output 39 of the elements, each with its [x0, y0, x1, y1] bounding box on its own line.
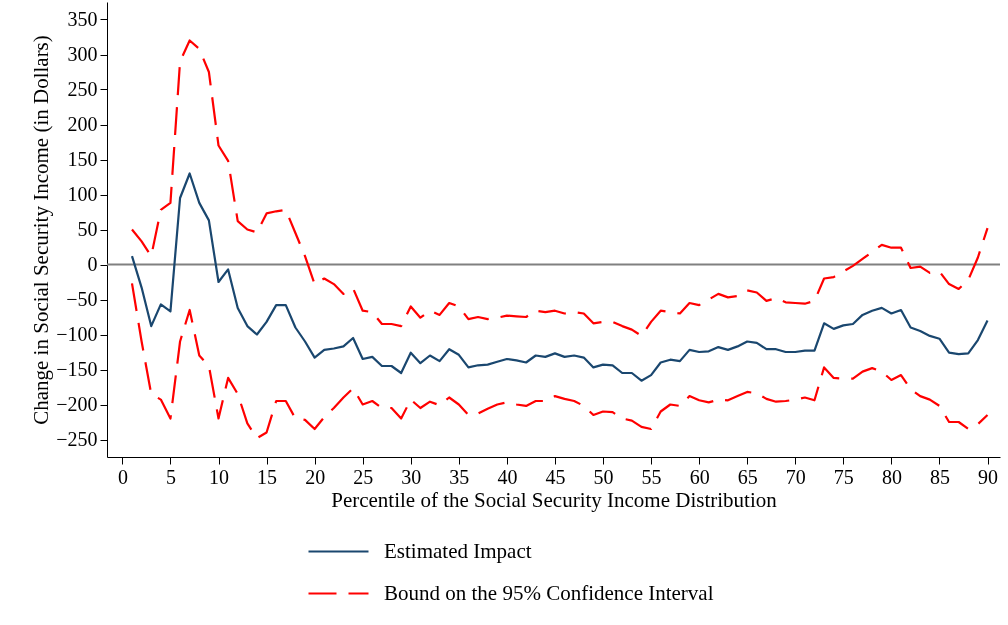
x-tick-label: 30 [401, 465, 422, 488]
y-tick-label: 250 [67, 78, 98, 100]
x-tick-label: 55 [641, 465, 662, 488]
x-tick-label: 70 [785, 465, 806, 488]
x-tick-label: 20 [305, 465, 326, 488]
y-tick-label: 0 [87, 253, 98, 275]
x-tick-label: 35 [449, 465, 470, 488]
y-tick-label: −150 [56, 358, 98, 380]
x-axis-title: Percentile of the Social Security Income Distribution [331, 487, 778, 512]
x-tick-label: 75 [833, 465, 854, 488]
line-series [130, 172, 989, 382]
y-tick-label: 200 [67, 113, 98, 135]
x-tick-label: 15 [257, 465, 278, 488]
y-tick-label: −50 [66, 288, 98, 310]
x-tick-label: 0 [117, 465, 128, 488]
y-tick-label: 300 [67, 43, 98, 65]
x-tick-label: 60 [689, 465, 710, 488]
x-tick-label: 25 [353, 465, 374, 488]
x-tick-label: 5 [165, 465, 176, 488]
y-tick-label: 100 [67, 183, 98, 205]
x-tick-label: 90 [978, 465, 998, 488]
legend-label: Estimated Impact [384, 538, 532, 563]
y-tick-label: 350 [67, 8, 98, 30]
y-tick-label: −200 [56, 393, 98, 415]
x-tick-label: 80 [881, 465, 902, 488]
y-tick-label: −100 [56, 323, 98, 345]
y-tick-label: 150 [67, 148, 98, 170]
line-series [130, 39, 989, 337]
x-tick-label: 45 [545, 465, 566, 488]
x-tick-label: 65 [737, 465, 758, 488]
y-axis-title: Change in Social Security Income (in Dollars) [29, 35, 54, 425]
x-tick-label: 40 [497, 465, 518, 488]
x-tick-label: 85 [929, 465, 950, 488]
x-tick-label: 10 [209, 465, 229, 488]
legend-label: Bound on the 95% Confidence Interval [384, 580, 714, 605]
y-tick-label: 50 [77, 218, 98, 240]
y-tick-label: −250 [56, 428, 98, 450]
line-series [130, 282, 989, 440]
x-tick-label: 50 [593, 465, 614, 488]
